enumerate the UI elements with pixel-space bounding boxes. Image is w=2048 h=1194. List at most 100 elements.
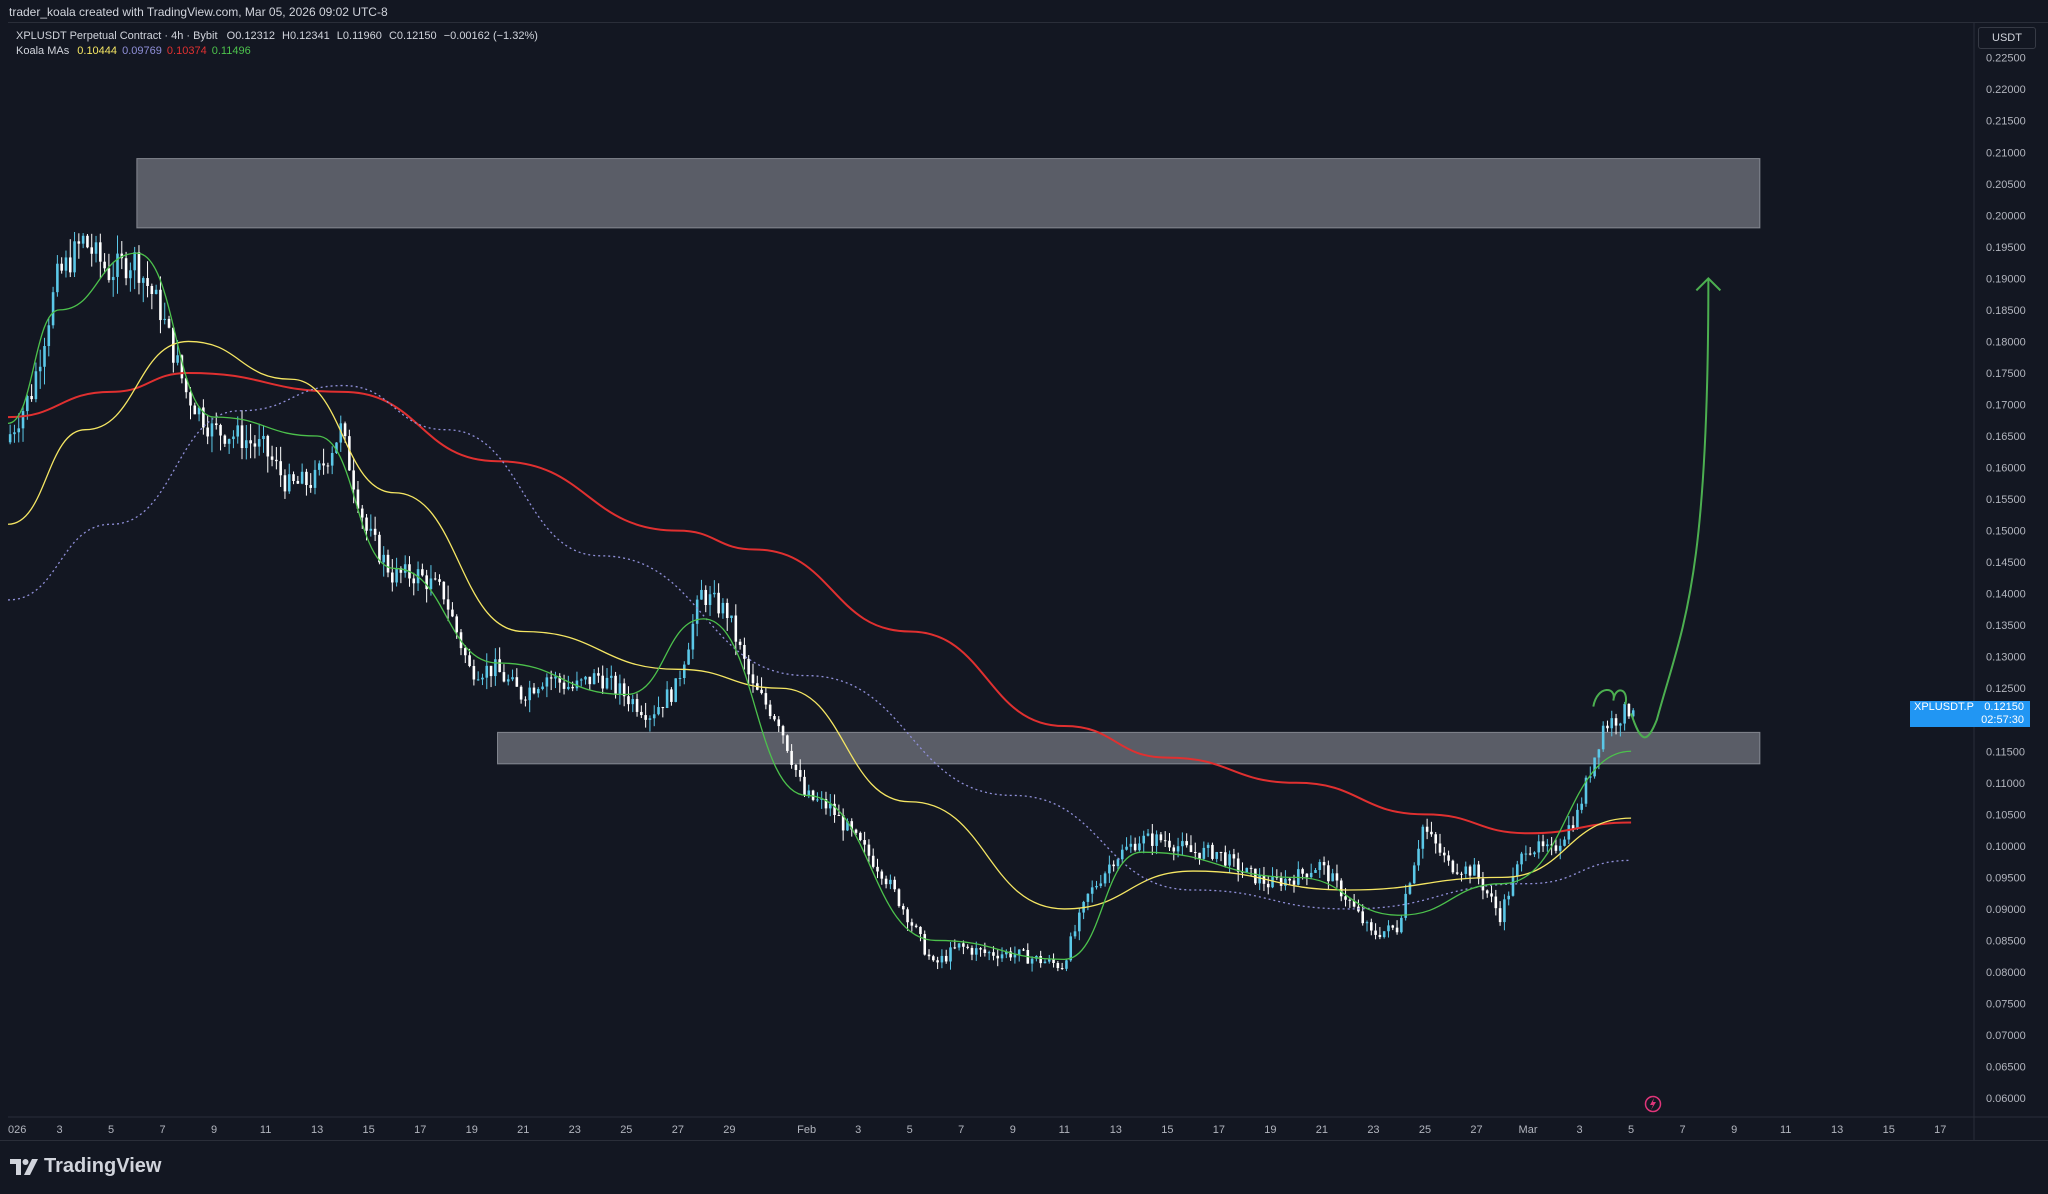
- candle-body-155: [674, 678, 677, 702]
- candle-183: [794, 764, 798, 777]
- chart-area[interactable]: 0.22500 0.22000 0.21500 0.21000 0.20500 0.200…: [7, 22, 2048, 1141]
- candle-199: [863, 831, 866, 853]
- candle-334: [1443, 847, 1446, 863]
- candle-349: [1507, 891, 1510, 906]
- indicator-name[interactable]: Koala MAs: [16, 45, 70, 57]
- ma-value-4: 0.11496: [211, 45, 251, 57]
- candle-body-333: [1438, 843, 1442, 853]
- candle-body-351: [1516, 864, 1519, 877]
- candle-7: [38, 349, 42, 389]
- candle-body-158: [687, 649, 690, 665]
- candle-234: [1013, 946, 1017, 964]
- candle-body-44: [197, 407, 201, 415]
- close-value: 0.12150: [396, 30, 437, 42]
- candle-body-181: [786, 735, 789, 751]
- candle-90: [395, 557, 398, 587]
- candle-111: [485, 653, 489, 690]
- candle-156: [678, 670, 682, 687]
- candle-body-195: [846, 821, 849, 831]
- candle-179: [777, 716, 781, 733]
- symbol-name[interactable]: XPLUSDT Perpetual Contract · 4h · Bybit: [16, 30, 218, 42]
- candle-222: [962, 940, 965, 955]
- candle-55: [245, 425, 248, 460]
- candle-body-205: [889, 879, 892, 885]
- lightning-icon[interactable]: [1644, 1095, 1662, 1113]
- candle-body-350: [1511, 876, 1515, 896]
- candle-body-168: [730, 615, 733, 619]
- price-tick-13: 0.16000: [1986, 463, 2026, 475]
- price-tick-2: 0.21500: [1986, 116, 2026, 128]
- candle-252: [1090, 880, 1094, 903]
- candle-160: [695, 595, 699, 637]
- price-tick-5: 0.20000: [1986, 210, 2026, 222]
- candle-171: [743, 637, 746, 670]
- candle-body-331: [1430, 831, 1433, 835]
- candle-247: [1069, 932, 1073, 962]
- open-value: 0.12312: [235, 30, 275, 42]
- candle-body-225: [974, 948, 978, 955]
- candle-345: [1490, 884, 1493, 903]
- candle-body-40: [180, 355, 184, 379]
- tradingview-logo[interactable]: TradingView: [10, 1155, 161, 1178]
- candle-200: [867, 839, 871, 863]
- candle-330: [1425, 818, 1429, 840]
- time-axis: 026 3 5 7 9 11 13 15 17 19 21 23 25 27 29 Feb 3 5 7 9 11 13 15…: [8, 1124, 1946, 1136]
- candle-body-362: [1563, 839, 1566, 846]
- candle-319: [1378, 927, 1382, 940]
- time-label-17: 5: [907, 1124, 913, 1136]
- candle-341: [1473, 857, 1476, 876]
- candle-body-157: [682, 664, 686, 679]
- candle-100: [438, 574, 441, 586]
- candle-87: [382, 546, 386, 577]
- candle-223: [966, 944, 969, 950]
- candle-body-238: [1030, 958, 1034, 964]
- candles: [8, 231, 1635, 972]
- candle-body-264: [1142, 835, 1146, 844]
- last-price-value: 0.12150: [1984, 701, 2024, 713]
- candle-body-265: [1146, 833, 1150, 836]
- candle-97: [425, 569, 428, 603]
- candle-body-323: [1395, 927, 1399, 933]
- projection-arrow-head: [1695, 276, 1722, 292]
- last-price-symbol: XPLUSDT.P: [1914, 701, 1974, 713]
- candle-body-23: [107, 268, 111, 281]
- candle-body-222: [962, 943, 965, 947]
- chart-svg[interactable]: 0.22500 0.22000 0.21500 0.21000 0.20500 0.200…: [7, 23, 2048, 1141]
- candle-body-229: [992, 952, 995, 956]
- candle-192: [833, 794, 836, 823]
- candle-body-167: [725, 602, 729, 619]
- candle-375: [1619, 722, 1622, 737]
- time-label-37: 17: [1934, 1124, 1946, 1136]
- candle-107: [468, 648, 471, 668]
- candle-172: [747, 654, 750, 685]
- price-tick-18: 0.13500: [1986, 620, 2026, 632]
- candle-173: [751, 663, 755, 693]
- candle-body-377: [1627, 703, 1631, 717]
- candle-22: [103, 253, 106, 274]
- candle-body-376: [1623, 703, 1626, 724]
- candle-body-121: [528, 687, 531, 701]
- candle-body-256: [1108, 864, 1111, 874]
- candle-body-232: [1005, 951, 1008, 955]
- candle-121: [528, 680, 531, 713]
- candle-body-249: [1078, 912, 1081, 932]
- candle-198: [859, 831, 862, 842]
- currency-selector[interactable]: USDT: [1978, 27, 2036, 49]
- candle-body-41: [184, 378, 188, 393]
- candle-body-353: [1524, 853, 1528, 855]
- candle-body-245: [1060, 968, 1064, 970]
- candle-body-303: [1309, 872, 1313, 878]
- candle-body-110: [481, 677, 484, 680]
- candle-body-152: [661, 707, 665, 709]
- candle-117: [511, 669, 514, 682]
- candle-219: [949, 941, 952, 970]
- candle-body-1: [13, 432, 16, 435]
- candle-body-102: [446, 599, 450, 610]
- candle-122: [532, 683, 536, 695]
- candle-75: [330, 446, 334, 475]
- candle-47: [210, 417, 214, 453]
- candle-373: [1610, 710, 1614, 737]
- candle-43: [193, 402, 197, 415]
- price-tick-11: 0.17000: [1986, 399, 2026, 411]
- candle-332: [1434, 831, 1437, 854]
